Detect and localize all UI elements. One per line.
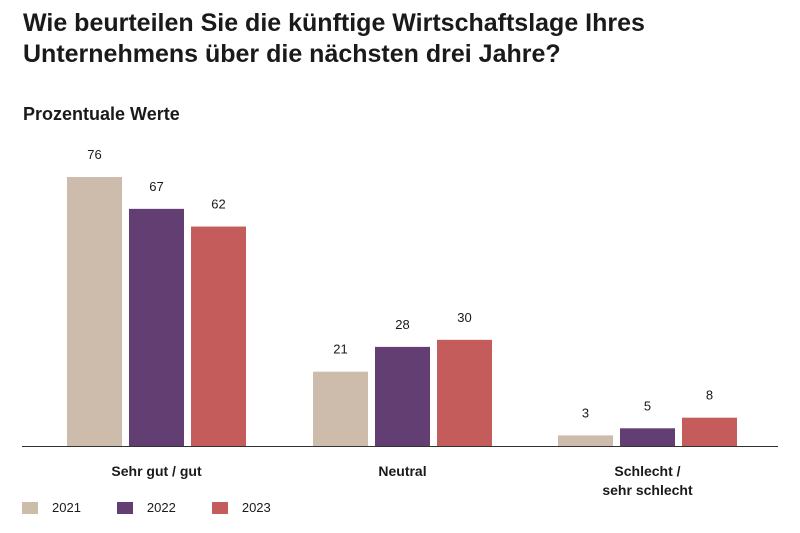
chart-subtitle: Prozentuale Werte (23, 104, 180, 124)
legend-swatch (116, 501, 133, 514)
data-label: 8 (706, 388, 713, 403)
legend-label: 2022 (146, 500, 176, 515)
legend-item-2023: 2023 (211, 500, 271, 515)
bar-2022-3 (620, 428, 675, 446)
category-label: Neutral (378, 463, 426, 479)
data-label: 62 (211, 197, 225, 212)
legend-label: 2021 (52, 500, 81, 515)
bar-2023-2 (437, 339, 492, 446)
category-label: Schlecht / sehr schlecht (602, 463, 693, 498)
legend-item-2022: 2022 (116, 500, 176, 515)
category-label: Sehr gut / gut (111, 463, 202, 479)
chart-title: Wie beurteilen Sie die künftige Wirtscha… (23, 9, 645, 68)
data-label: 76 (87, 147, 101, 162)
data-label: 21 (333, 342, 347, 357)
bar-2021-3 (558, 435, 613, 446)
bar-2022-2 (375, 346, 430, 446)
legend: 2021 2022 2023 (22, 500, 307, 515)
data-label: 67 (149, 179, 163, 194)
bar-2023-1 (191, 226, 246, 446)
data-label: 28 (395, 317, 409, 332)
data-label: 30 (457, 310, 471, 325)
legend-item-2021: 2021 (22, 500, 81, 515)
legend-swatch (22, 501, 38, 514)
bar-2021-1 (67, 177, 122, 446)
bar-2022-1 (129, 208, 184, 446)
data-label: 5 (644, 398, 651, 413)
data-label: 3 (582, 405, 589, 420)
legend-label: 2023 (241, 500, 271, 515)
bar-2021-2 (313, 371, 368, 446)
legend-swatch (211, 501, 228, 514)
bar-2023-3 (682, 417, 737, 446)
